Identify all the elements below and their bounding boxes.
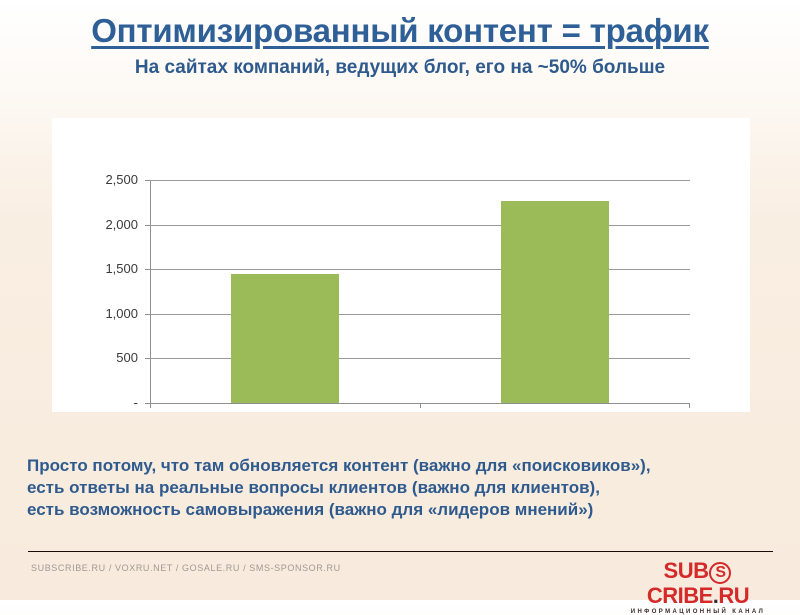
bar <box>501 200 609 403</box>
y-tick <box>145 358 150 360</box>
gridline <box>150 224 690 226</box>
slide-title: Оптимизированный контент = трафик <box>0 12 800 50</box>
gridline <box>150 269 690 271</box>
footer-links: SUBSCRIBE.RU / VOXRU.NET / GOSALE.RU / S… <box>31 563 341 573</box>
bar-chart: - 500 1,000 1,500 2,000 2,500 <box>52 118 750 412</box>
logo-part2: CRIBE <box>646 583 713 608</box>
y-tick <box>145 269 150 271</box>
gridline <box>150 358 690 360</box>
gridline <box>150 180 690 181</box>
plot-area: - 500 1,000 1,500 2,000 2,500 <box>105 172 690 410</box>
body-line-2: есть ответы на реальные вопросы клиентов… <box>27 478 600 497</box>
logo-tagline: ИНФОРМАЦИОННЫЙ КАНАЛ <box>630 609 766 615</box>
y-axis <box>150 180 151 403</box>
y-tick-label: 500 <box>116 350 138 366</box>
footer-divider <box>28 551 773 552</box>
logo-s-circle-icon: S <box>709 562 732 584</box>
body-line-1: Просто потому, что там обновляется конте… <box>27 456 651 475</box>
y-tick-label: 2,500 <box>105 172 138 187</box>
body-line-3: есть возможность самовыражения (важно дл… <box>27 500 594 519</box>
y-tick <box>145 224 150 226</box>
y-tick-label: 2,000 <box>105 216 138 232</box>
y-tick <box>145 313 150 315</box>
logo-part1: SUB <box>663 558 709 583</box>
logo-dot: . <box>712 583 719 608</box>
logo-wordmark: SUB SCRIBE.RU <box>618 559 778 608</box>
subscribe-logo: SUB SCRIBE.RU ИНФОРМАЦИОННЫЙ КАНАЛ <box>618 559 778 615</box>
y-tick-label: 1,500 <box>105 261 138 277</box>
y-tick <box>145 180 150 181</box>
body-text: Просто потому, что там обновляется конте… <box>27 455 787 521</box>
x-tick <box>150 403 151 408</box>
bar <box>231 273 339 403</box>
y-tick <box>145 403 150 404</box>
y-tick-label: - <box>133 395 138 410</box>
y-tick-label: 1,000 <box>105 305 138 321</box>
logo-part3: RU <box>718 583 750 608</box>
x-tick <box>689 403 690 408</box>
x-tick <box>420 403 421 408</box>
gridline <box>150 313 690 315</box>
slide-subtitle: На сайтах компаний, ведущих блог, его на… <box>134 57 666 78</box>
slide-title-text: Оптимизированный контент = трафик <box>91 12 709 49</box>
